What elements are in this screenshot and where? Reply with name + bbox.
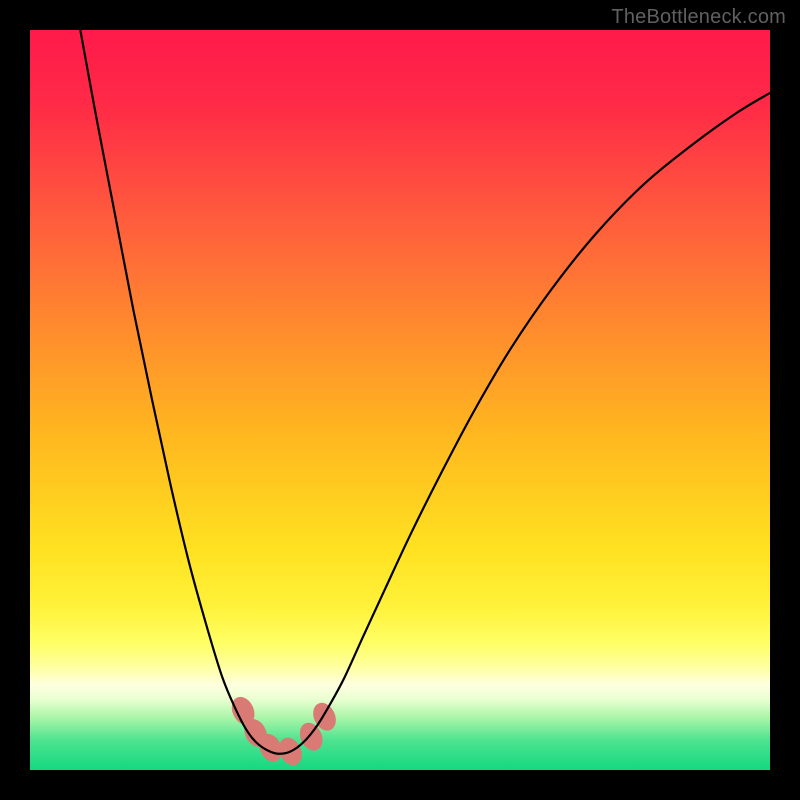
- watermark-text: TheBottleneck.com: [611, 6, 786, 29]
- curve-layer: [30, 30, 770, 770]
- plot-area: [30, 30, 770, 770]
- marker-group: [228, 694, 339, 769]
- bottleneck-curve: [80, 30, 770, 754]
